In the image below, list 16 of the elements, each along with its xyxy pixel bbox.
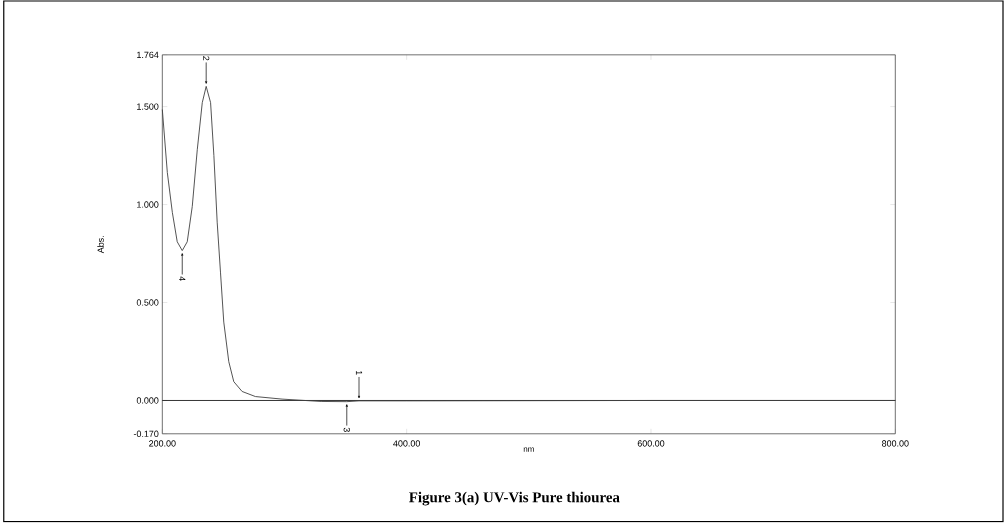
y-tick-label: 1.000: [137, 201, 159, 208]
text: Figure 3(a) UV-Vis Pure thiourea: [409, 492, 620, 506]
annotation: 1: [355, 371, 363, 376]
y-tick-label: -0.170: [133, 430, 159, 438]
y-tick-label: 0.500: [136, 299, 159, 306]
y-axis-title: Abs.: [97, 236, 104, 254]
y-tick-label: 0.000: [136, 397, 159, 404]
x-tick-label: 400.00: [393, 440, 420, 447]
y-tick-label: 1.500: [137, 103, 159, 110]
annotation: 3: [343, 427, 350, 433]
x-tick-label: 800.00: [882, 440, 909, 447]
x-tick-label: 600.00: [637, 440, 665, 447]
y-tick-label: 1.764: [137, 51, 159, 59]
annotation: 4: [179, 276, 186, 282]
annotation: 2: [203, 56, 210, 61]
x-tick-label: 200.00: [149, 440, 176, 447]
